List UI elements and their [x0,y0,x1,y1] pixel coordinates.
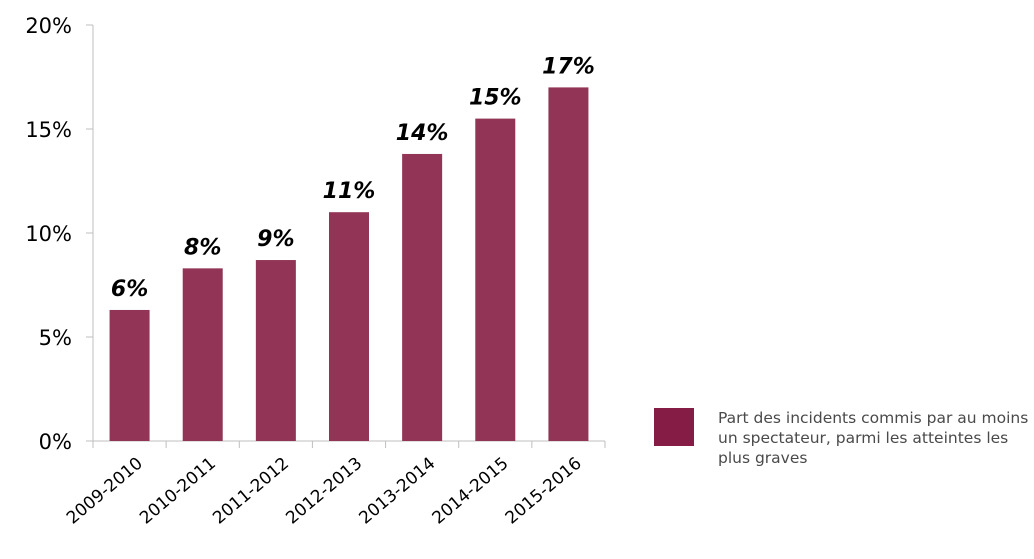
x-tick-label: 2011-2012 [209,454,293,529]
x-tick-label: 2014-2015 [429,454,513,529]
legend-swatch [654,408,694,446]
bar [255,260,296,441]
data-label: 11% [323,179,376,204]
bar [109,309,150,441]
data-label: 6% [111,277,148,302]
bar [329,212,369,441]
x-tick-label: 2010-2011 [136,454,220,529]
y-tick-label: 0% [39,430,72,454]
x-tick-label: 2015-2016 [502,454,586,529]
bar [548,87,589,442]
bar [402,153,443,441]
y-tick-label: 20% [25,14,72,38]
y-tick-label: 10% [25,222,72,246]
x-tick-label: 2013-2014 [356,454,440,529]
data-label: 14% [396,121,449,146]
y-tick-label: 5% [39,326,72,350]
data-label: 9% [257,227,294,252]
x-tick-label: 2012-2013 [282,454,366,529]
legend-label: Part des incidents commis par au moins u… [718,409,1029,467]
bar [182,268,223,441]
bar [475,118,516,441]
data-label: 8% [184,235,221,260]
data-label: 15% [469,86,522,111]
data-label: 17% [542,54,595,79]
x-tick-label: 2009-2010 [63,454,147,529]
y-tick-label: 15% [25,118,72,142]
